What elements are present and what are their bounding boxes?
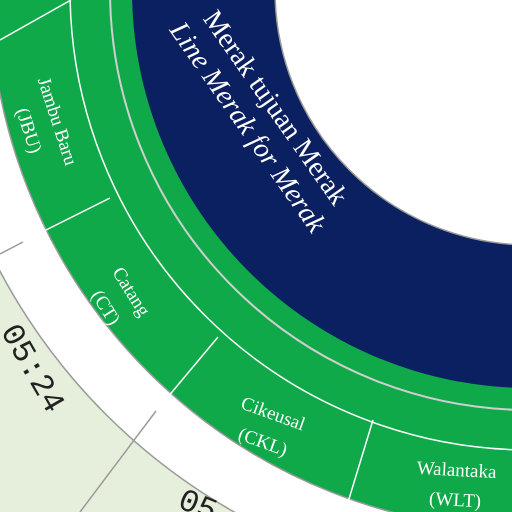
station-divider <box>0 0 72 41</box>
station-label-walantaka: Walantaka (WLT) <box>416 458 497 512</box>
station-divider <box>344 419 374 512</box>
station-code: (WLT) <box>428 489 481 512</box>
station-divider <box>156 336 219 411</box>
center-hub <box>274 0 512 246</box>
station-divider <box>23 197 111 242</box>
time-divider <box>0 241 24 255</box>
station-name: Walantaka <box>416 458 497 483</box>
time-divider <box>79 410 157 512</box>
